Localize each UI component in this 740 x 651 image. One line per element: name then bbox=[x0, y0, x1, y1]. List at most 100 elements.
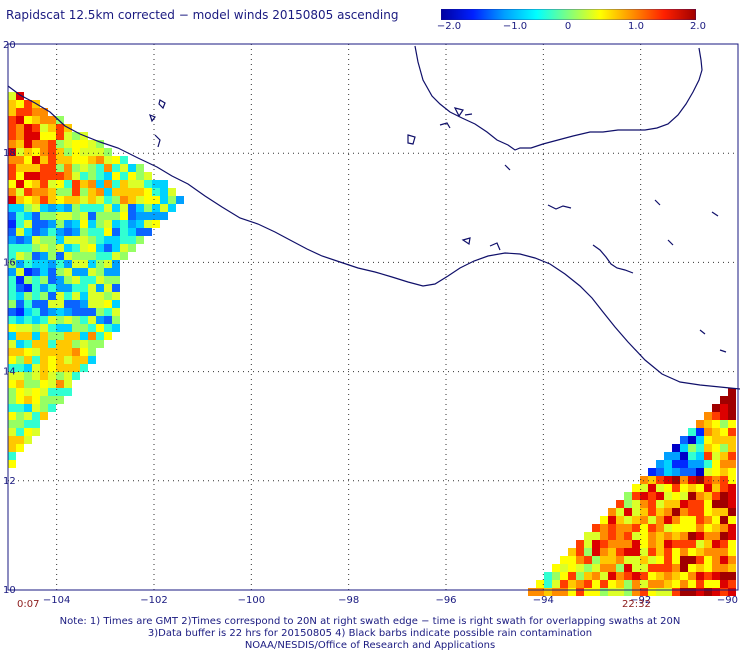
wind-difference-cell bbox=[24, 116, 32, 124]
wind-difference-cell bbox=[640, 532, 648, 540]
wind-difference-cell bbox=[64, 300, 72, 308]
wind-difference-cell bbox=[64, 244, 72, 252]
wind-difference-cell bbox=[632, 484, 640, 492]
wind-difference-cell bbox=[24, 212, 32, 220]
wind-difference-cell bbox=[64, 388, 72, 396]
wind-difference-cell bbox=[32, 212, 40, 220]
wind-difference-cell bbox=[88, 220, 96, 228]
footnote-line-3: NOAA/NESDIS/Office of Research and Appli… bbox=[244, 640, 496, 651]
wind-difference-cell bbox=[16, 444, 24, 452]
swath-time-right: 22:32 bbox=[622, 599, 651, 610]
wind-difference-cell bbox=[40, 300, 48, 308]
wind-difference-cell bbox=[728, 580, 736, 588]
wind-difference-cell bbox=[96, 188, 104, 196]
wind-difference-cell bbox=[64, 308, 72, 316]
wind-difference-cell bbox=[8, 116, 16, 124]
wind-difference-cell bbox=[8, 212, 16, 220]
wind-difference-cell bbox=[624, 516, 632, 524]
wind-difference-cell bbox=[56, 140, 64, 148]
wind-difference-cell bbox=[144, 212, 152, 220]
wind-difference-cell bbox=[600, 540, 608, 548]
wind-difference-cell bbox=[88, 164, 96, 172]
wind-difference-cell bbox=[712, 468, 720, 476]
wind-difference-cell bbox=[664, 532, 672, 540]
wind-difference-cell bbox=[104, 276, 112, 284]
wind-difference-cell bbox=[704, 572, 712, 580]
wind-difference-cell bbox=[48, 116, 56, 124]
wind-difference-cell bbox=[720, 428, 728, 436]
wind-difference-cell bbox=[696, 588, 704, 596]
wind-difference-cell bbox=[32, 156, 40, 164]
wind-difference-cell bbox=[112, 284, 120, 292]
wind-difference-cell bbox=[712, 452, 720, 460]
wind-difference-cell bbox=[96, 316, 104, 324]
swath-time-left: 0:07 bbox=[17, 599, 40, 610]
wind-difference-cell bbox=[8, 428, 16, 436]
wind-difference-cell bbox=[32, 380, 40, 388]
wind-difference-cell bbox=[32, 228, 40, 236]
wind-difference-cell bbox=[32, 396, 40, 404]
wind-difference-cell bbox=[640, 500, 648, 508]
wind-difference-cell bbox=[112, 212, 120, 220]
wind-difference-cell bbox=[16, 164, 24, 172]
wind-difference-cell bbox=[48, 316, 56, 324]
wind-difference-cell bbox=[128, 212, 136, 220]
wind-difference-cell bbox=[672, 532, 680, 540]
wind-difference-cell bbox=[32, 116, 40, 124]
wind-difference-cell bbox=[88, 260, 96, 268]
wind-difference-cell bbox=[120, 236, 128, 244]
wind-difference-cell bbox=[56, 132, 64, 140]
wind-difference-cell bbox=[32, 348, 40, 356]
wind-difference-cell bbox=[56, 124, 64, 132]
wind-difference-cell bbox=[672, 580, 680, 588]
swath-data bbox=[8, 92, 736, 596]
wind-difference-cell bbox=[680, 500, 688, 508]
wind-difference-cell bbox=[56, 380, 64, 388]
wind-difference-cell bbox=[592, 532, 600, 540]
wind-difference-cell bbox=[40, 308, 48, 316]
wind-difference-cell bbox=[616, 524, 624, 532]
wind-difference-cell bbox=[696, 500, 704, 508]
wind-difference-cell bbox=[56, 244, 64, 252]
wind-difference-cell bbox=[40, 340, 48, 348]
wind-difference-cell bbox=[592, 524, 600, 532]
wind-difference-cell bbox=[24, 196, 32, 204]
wind-difference-cell bbox=[24, 324, 32, 332]
wind-difference-cell bbox=[88, 212, 96, 220]
wind-difference-cell bbox=[80, 252, 88, 260]
wind-difference-cell bbox=[104, 324, 112, 332]
wind-difference-cell bbox=[40, 116, 48, 124]
wind-difference-cell bbox=[728, 516, 736, 524]
wind-difference-cell bbox=[680, 476, 688, 484]
wind-difference-cell bbox=[104, 196, 112, 204]
wind-difference-cell bbox=[56, 396, 64, 404]
wind-difference-cell bbox=[160, 196, 168, 204]
wind-difference-cell bbox=[720, 460, 728, 468]
wind-difference-cell bbox=[48, 164, 56, 172]
wind-difference-cell bbox=[672, 452, 680, 460]
wind-difference-cell bbox=[600, 532, 608, 540]
wind-difference-cell bbox=[656, 524, 664, 532]
wind-difference-cell bbox=[8, 180, 16, 188]
wind-difference-cell bbox=[24, 100, 32, 108]
wind-difference-cell bbox=[88, 268, 96, 276]
wind-difference-cell bbox=[64, 228, 72, 236]
wind-difference-cell bbox=[664, 580, 672, 588]
wind-difference-cell bbox=[24, 412, 32, 420]
wind-difference-cell bbox=[16, 180, 24, 188]
wind-difference-cell bbox=[648, 580, 656, 588]
wind-difference-cell bbox=[704, 428, 712, 436]
wind-difference-cell bbox=[8, 340, 16, 348]
wind-difference-cell bbox=[680, 540, 688, 548]
wind-difference-cell bbox=[48, 372, 56, 380]
wind-difference-cell bbox=[624, 564, 632, 572]
wind-difference-cell bbox=[64, 148, 72, 156]
wind-difference-cell bbox=[120, 180, 128, 188]
wind-difference-cell bbox=[48, 292, 56, 300]
wind-difference-cell bbox=[8, 148, 16, 156]
wind-difference-cell bbox=[104, 252, 112, 260]
wind-difference-cell bbox=[8, 260, 16, 268]
wind-difference-cell bbox=[56, 292, 64, 300]
wind-difference-cell bbox=[24, 396, 32, 404]
wind-difference-cell bbox=[40, 188, 48, 196]
